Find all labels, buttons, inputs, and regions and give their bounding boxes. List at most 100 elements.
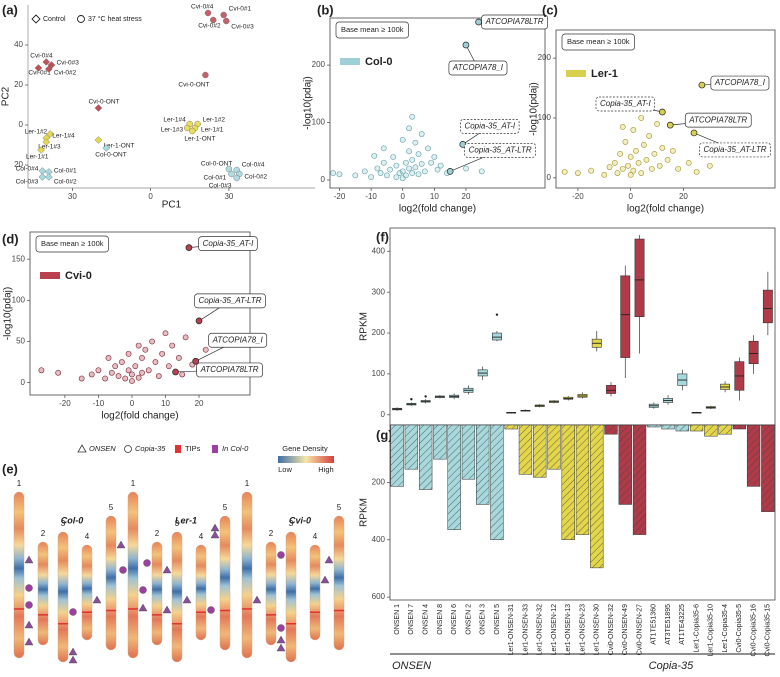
point [575,170,581,176]
chromosome-number: 3 [289,519,294,528]
x-tick-label: Cvi0-Copia35-5 [736,604,743,653]
annotation-box [684,112,752,128]
annotation-point [666,121,674,129]
y-tick-label: 200 [312,60,326,69]
chromosome-number: 3 [175,519,180,528]
copia-marker [277,551,285,559]
chromosome-number: 5 [109,503,114,512]
bar [447,424,461,530]
annotation-box [194,293,266,309]
annotation-point [195,317,203,325]
point-label: Cvi-0#2 [54,70,77,77]
point [139,369,145,376]
chromosome-number: 1 [17,479,22,488]
onsen-marker [24,637,34,646]
chromosome [57,531,69,663]
annotation-box [208,332,268,348]
point [202,71,209,79]
legend-box [335,21,409,39]
tip-band [128,608,138,610]
point [393,162,400,169]
point [129,378,135,384]
point [633,147,639,154]
point [45,65,53,73]
box [620,275,631,358]
x-tick-label: AT1TE51360 [651,604,658,645]
box [634,238,645,317]
y-tick-label: 200 [538,53,552,62]
point [399,136,406,143]
y-tick-label: 0 [321,175,326,184]
point [399,168,406,175]
legend-marker [31,14,41,24]
bar [433,424,447,460]
x-axis-label: PC1 [162,200,182,211]
point [409,156,416,163]
x-tick-label: ONSEN 5 [494,604,501,635]
point [643,156,650,163]
x-tick-label: Ler1-ONSEN-32 [537,604,544,655]
point [132,363,139,370]
chromosome [81,544,93,641]
genome-label: Ler-1 [175,515,197,525]
bar [661,424,675,430]
y-tick-label: 50 [16,337,25,346]
annotation-box [196,362,263,378]
point [409,113,416,120]
panel-label: (e) [2,461,18,476]
point-label: Cvi-0#1 [229,6,252,13]
point-label: Col-0#1 [54,168,77,175]
annotation-label: ATCOPIA78LTR [485,17,544,26]
y-tick-label: 100 [12,295,26,304]
legend-label: Cvi-0 [65,270,92,282]
tip-band [334,609,344,612]
point [169,342,176,349]
onsen-marker [162,565,172,574]
copia-marker [25,601,33,609]
x-tick-label: ONSEN 6 [451,604,458,635]
point-label: Cvi-0#4 [30,53,53,60]
chromosome [195,544,207,641]
y-tick-label: 600 [372,592,386,601]
chromosome-number: 4 [313,532,318,541]
point-label: Cvi-0#3 [56,60,79,67]
point [152,359,159,365]
onsen-marker [68,655,78,664]
point-label: Ler-1#4 [163,117,186,124]
point [402,172,409,179]
point [648,165,655,172]
point [606,164,613,170]
box [492,332,502,341]
chromosome [171,531,183,663]
x-tick-label: -20 [572,192,584,201]
point [425,145,431,152]
x-tick-label: Cvi0-Copia35-16 [750,604,757,657]
bar [604,424,618,435]
point-label: Cvi-0#4 [191,4,214,11]
y-tick-label: 200 [372,477,386,486]
point [377,170,384,176]
legend-marker [175,445,181,453]
chromosome [241,491,253,659]
annotation-label: ATCOPIA78_I [452,63,504,72]
point [46,130,54,138]
point [189,127,196,135]
point-label: Col-0#3 [209,183,232,190]
chromosome [127,491,139,659]
bar [490,424,504,541]
point [42,138,51,146]
point [125,350,132,357]
onsen-marker [210,523,220,532]
point-label: Ler-1-ONT [103,143,134,150]
panel-label: (b) [317,2,334,17]
legend-label: Col-0 [365,56,393,68]
tip-band [172,623,182,625]
point-label: Col-0#4 [16,166,39,173]
panel-label: (c) [542,2,558,17]
point [635,159,642,166]
point [94,136,103,144]
tip-band [286,623,296,625]
legend-marker [124,445,132,453]
annotation-box [699,142,771,158]
point [627,153,634,160]
